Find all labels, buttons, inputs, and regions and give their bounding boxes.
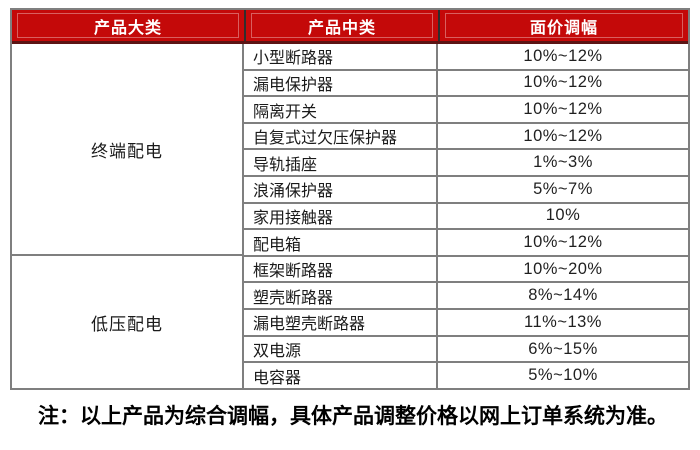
product-name-cell: 漏电保护器 <box>244 70 438 96</box>
product-name-cell: 家用接触器 <box>244 203 438 229</box>
price-adjustment-table: 产品大类 产品中类 面价调幅 终端配电 低压配电 <box>10 8 690 390</box>
table-row: 自复式过欠压保护器 10%~12% <box>244 121 688 149</box>
product-name-cell: 双电源 <box>244 336 438 362</box>
product-name-cell: 框架断路器 <box>244 256 438 282</box>
table-row: 漏电塑壳断路器 11%~13% <box>244 308 688 335</box>
table-row: 配电箱 10%~12% <box>244 228 688 255</box>
header-inner-frame: 面价调幅 <box>445 13 683 38</box>
table-row: 双电源 6%~15% <box>244 334 688 362</box>
product-name-cell: 导轨插座 <box>244 150 438 176</box>
header-inner-frame: 产品中类 <box>251 13 433 38</box>
adjustment-cell: 10%~12% <box>523 73 603 92</box>
header-cell-category: 产品大类 <box>12 10 244 41</box>
table-row: 电容器 5%~10% <box>244 361 688 388</box>
table-row: 塑壳断路器 8%~14% <box>244 281 688 309</box>
table-row: 小型断路器 10%~12% <box>244 44 688 69</box>
header-label-category: 产品大类 <box>93 19 162 37</box>
table-row: 导轨插座 1%~3% <box>244 148 688 176</box>
product-name-cell: 浪涌保护器 <box>244 177 438 202</box>
adjustment-cell: 8%~14% <box>528 286 598 305</box>
adjustment-cell: 10% <box>545 206 581 225</box>
table-row: 浪涌保护器 5%~7% <box>244 175 688 202</box>
product-name-cell: 漏电塑壳断路器 <box>244 310 438 335</box>
table-row: 框架断路器 10%~20% <box>244 254 688 282</box>
product-name-cell: 配电箱 <box>244 230 438 255</box>
table-row: 漏电保护器 10%~12% <box>244 68 688 96</box>
table-row: 隔离开关 10%~12% <box>244 95 688 122</box>
adjustment-cell: 11%~13% <box>524 312 602 331</box>
adjustment-cell: 6%~15% <box>528 339 598 358</box>
product-name-cell: 塑壳断路器 <box>244 283 438 309</box>
adjustment-cell: 10%~12% <box>523 233 603 252</box>
adjustment-cell: 10%~20% <box>523 259 603 278</box>
header-label-subcategory: 产品中类 <box>307 19 376 37</box>
rows-column: 小型断路器 10%~12% 漏电保护器 10%~12% 隔离开关 10%~12%… <box>244 44 688 388</box>
category-cell-low-voltage-distribution: 低压配电 <box>12 254 242 388</box>
product-name-cell: 隔离开关 <box>244 97 438 122</box>
category-column: 终端配电 低压配电 <box>12 44 244 388</box>
table-row: 家用接触器 10% <box>244 201 688 229</box>
footnote-text: 注：以上产品为综合调幅，具体产品调整价格以网上订单系统为准。 <box>38 405 668 428</box>
adjustment-cell: 10%~12% <box>523 46 603 65</box>
product-name-cell: 电容器 <box>244 363 438 388</box>
header-cell-subcategory: 产品中类 <box>244 10 438 41</box>
product-name-cell: 小型断路器 <box>244 44 438 69</box>
header-cell-adjustment: 面价调幅 <box>438 10 688 41</box>
product-name-cell: 自复式过欠压保护器 <box>244 123 438 149</box>
adjustment-cell: 5%~7% <box>533 179 593 198</box>
category-cell-terminal-distribution: 终端配电 <box>91 141 163 161</box>
adjustment-cell: 10%~12% <box>523 126 603 145</box>
adjustment-cell: 10%~12% <box>523 100 603 119</box>
table-header-row: 产品大类 产品中类 面价调幅 <box>12 10 688 44</box>
header-label-adjustment: 面价调幅 <box>529 19 598 37</box>
adjustment-cell: 1%~3% <box>533 153 593 172</box>
table-body: 终端配电 低压配电 小型断路器 10%~12% 漏电保护器 10%~12% 隔离… <box>12 44 688 388</box>
header-inner-frame: 产品大类 <box>17 13 239 38</box>
adjustment-cell: 5%~10% <box>528 366 598 385</box>
